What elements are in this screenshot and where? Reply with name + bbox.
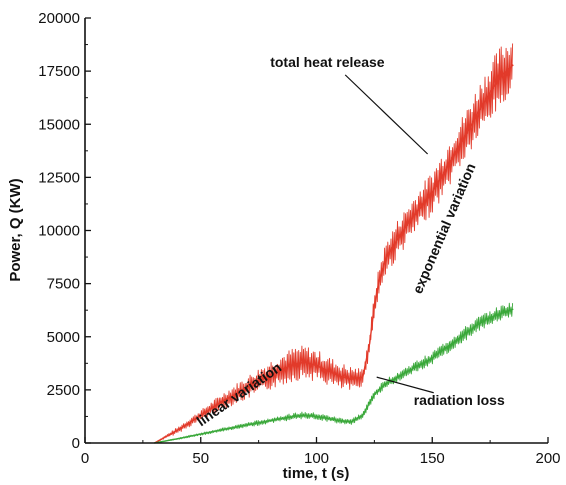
x-tick-label: 50 [192, 450, 209, 467]
x-tick-label: 150 [420, 450, 445, 467]
y-axis-title: Power, Q (KW) [7, 178, 24, 281]
total-heat-release-pointer [344, 74, 429, 155]
y-tick-label: 10000 [38, 223, 80, 240]
annotation-linear-variation: linear variation [193, 359, 284, 429]
x-tick-label: 100 [304, 450, 329, 467]
y-tick-label: 7500 [47, 276, 80, 293]
ticks-layer: 0 50 100 150 200 0 2500 5000 7500 10000 12500 15000… [38, 10, 560, 467]
series-radiation-mean-line [154, 308, 514, 444]
series-total-heat-release [154, 43, 514, 444]
y-tick-label: 15000 [38, 116, 80, 133]
annotation-radiation-loss: radiation loss [414, 392, 505, 408]
radiation-loss-pointer [376, 376, 434, 394]
y-tick-label: 5000 [47, 329, 80, 346]
y-tick-label: 12500 [38, 169, 80, 186]
x-tick-label: 0 [81, 450, 89, 467]
x-tick-label: 200 [535, 450, 560, 467]
x-axis-title: time, t (s) [283, 465, 350, 482]
y-tick-label: 17500 [38, 63, 80, 80]
y-tick-label: 2500 [47, 382, 80, 399]
series-total-mean-line [154, 64, 514, 444]
y-tick-label: 20000 [38, 10, 80, 27]
annotation-total-heat-release: total heat release [270, 54, 385, 70]
y-tick-label: 0 [72, 435, 80, 452]
series-layer [154, 43, 514, 444]
axes-layer [84, 18, 548, 444]
